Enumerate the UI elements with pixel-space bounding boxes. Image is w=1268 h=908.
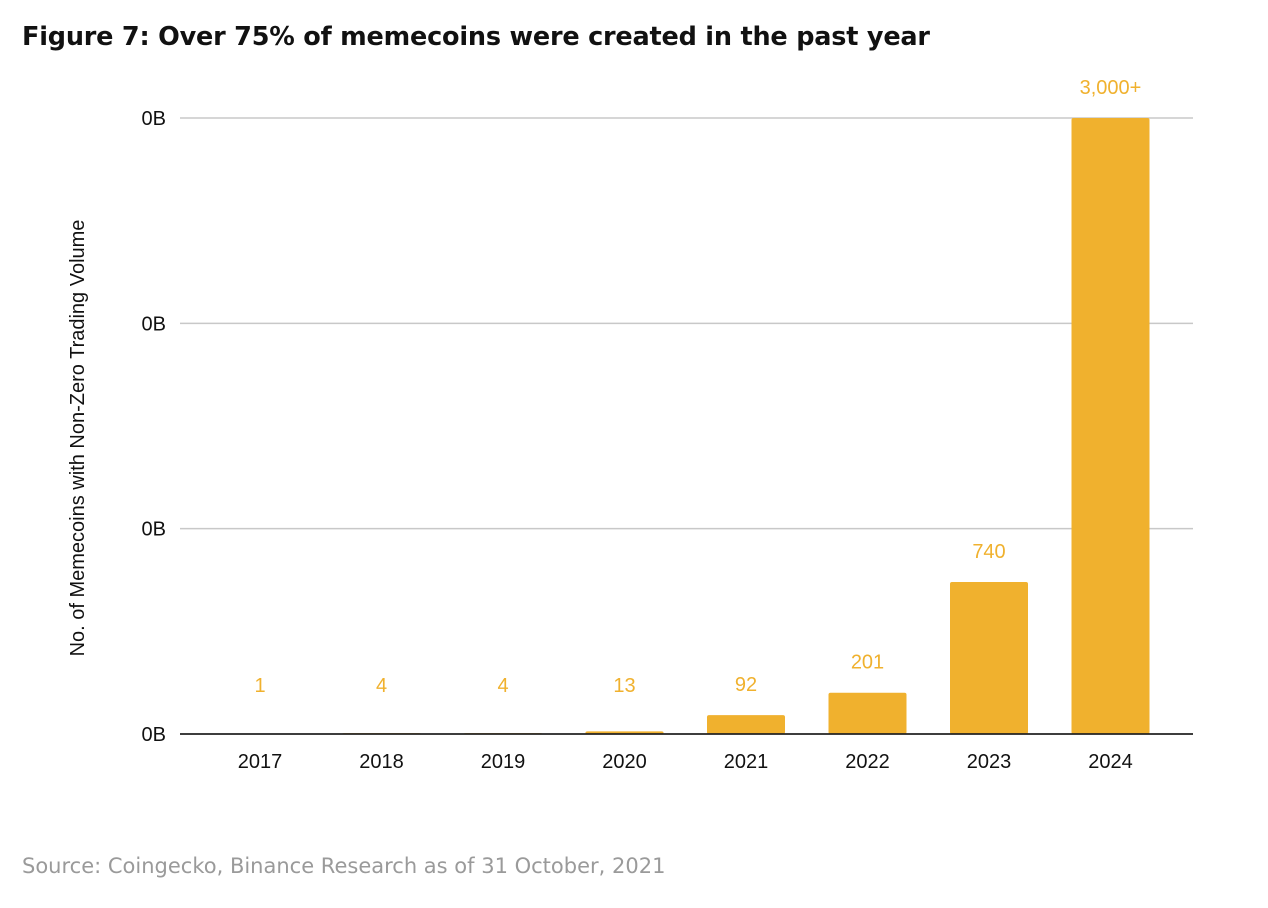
data-label-2019: 4 <box>497 675 508 697</box>
data-label-2024: 3,000+ <box>1080 77 1142 99</box>
x-tick-label: 2020 <box>602 751 647 773</box>
data-label-2018: 4 <box>376 675 387 697</box>
data-label-2023: 740 <box>972 541 1005 563</box>
data-label-2020: 13 <box>613 675 635 697</box>
x-axis-ticks: 2017 2018 2019 2020 2021 2022 2023 2024 <box>238 751 1133 773</box>
y-axis-ticks: 0B 0B 0B 0B <box>142 108 166 746</box>
bar-2023 <box>950 582 1028 734</box>
x-tick-label: 2021 <box>724 751 769 773</box>
x-tick-label: 2017 <box>238 751 283 773</box>
x-tick-label: 2022 <box>845 751 890 773</box>
data-label-2022: 201 <box>851 652 884 674</box>
x-tick-label: 2023 <box>967 751 1012 773</box>
x-tick-label: 2024 <box>1088 751 1133 773</box>
gridlines <box>180 117 1193 530</box>
x-tick-label: 2018 <box>359 751 404 773</box>
bar-2021 <box>707 715 785 734</box>
data-labels: 1 4 4 13 92 201 740 3,000+ <box>254 77 1141 697</box>
x-tick-label: 2019 <box>481 751 526 773</box>
y-axis-label: No. of Memecoins with Non-Zero Trading V… <box>67 220 89 657</box>
y-tick-label: 0B <box>142 519 166 541</box>
data-label-2017: 1 <box>254 675 265 697</box>
data-label-2021: 92 <box>735 674 757 696</box>
bar-2024 <box>1071 118 1150 734</box>
bars <box>221 118 1150 734</box>
y-tick-label: 0B <box>142 313 166 335</box>
bar-2022 <box>828 692 907 734</box>
y-tick-label: 0B <box>142 724 166 746</box>
chart-title: Figure 7: Over 75% of memecoins were cre… <box>22 22 930 52</box>
y-tick-label: 0B <box>142 108 166 130</box>
source-note: Source: Coingecko, Binance Research as o… <box>22 854 666 878</box>
